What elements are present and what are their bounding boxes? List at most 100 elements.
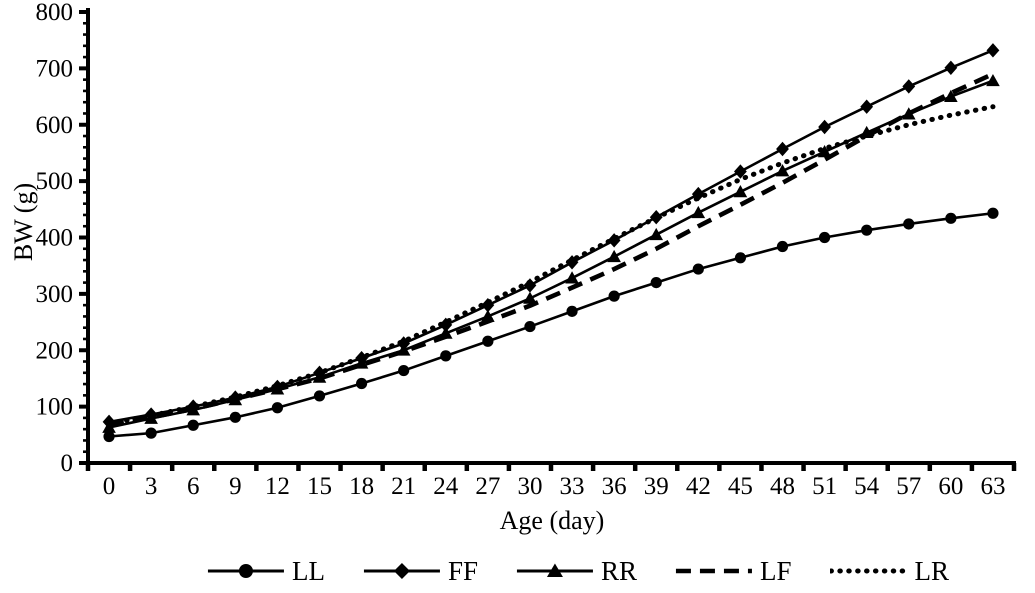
marker-circle-LL xyxy=(524,320,536,333)
marker-circle-LL xyxy=(650,277,662,289)
legend-label-lf: LF xyxy=(760,556,792,586)
marker-diamond-FF xyxy=(355,350,368,366)
x-tick-label: 6 xyxy=(187,473,200,500)
legend-item-ff: FF xyxy=(363,556,478,586)
x-tick-label: 33 xyxy=(560,473,585,500)
x-tick-label: 36 xyxy=(602,473,627,500)
marker-triangle-RR xyxy=(649,227,664,241)
y-tick-label: 0 xyxy=(61,450,74,477)
y-tick-label: 100 xyxy=(36,394,74,421)
legend-swatch-dotted-line-icon xyxy=(829,568,908,574)
legend-label-ff: FF xyxy=(447,556,478,586)
x-tick-label: 39 xyxy=(644,473,669,500)
x-tick-label: 3 xyxy=(145,473,158,500)
series-line-LL xyxy=(108,211,994,438)
marker-circle-LL xyxy=(818,231,831,244)
legend-swatch-dashed-line-icon xyxy=(676,568,753,574)
marker-circle-LL xyxy=(734,252,747,264)
series-line-LF xyxy=(108,71,994,427)
marker-diamond-FF xyxy=(986,43,1000,58)
x-tick-label: 57 xyxy=(896,473,921,500)
legend-swatch-diamond-icon xyxy=(363,563,440,579)
marker-triangle-RR xyxy=(481,309,495,322)
x-tick-label: 60 xyxy=(938,473,963,500)
legend-item-ll: LL xyxy=(207,556,325,586)
x-tick-label: 51 xyxy=(812,473,837,500)
x-tick-label: 9 xyxy=(229,473,242,500)
series-line-LR xyxy=(106,104,996,427)
marker-diamond-FF xyxy=(565,255,579,270)
y-tick-label: 300 xyxy=(36,281,74,308)
marker-diamond-FF xyxy=(186,399,200,414)
x-tick-label: 24 xyxy=(433,473,459,500)
marker-circle-LL xyxy=(313,390,326,402)
marker-triangle-RR xyxy=(901,107,916,120)
x-tick-label: 0 xyxy=(103,473,116,500)
marker-diamond-FF xyxy=(776,141,789,157)
y-tick-label: 400 xyxy=(36,225,74,252)
marker-diamond-FF xyxy=(102,414,116,430)
y-tick-label: 200 xyxy=(36,337,74,364)
marker-circle-LL xyxy=(187,419,199,431)
series-line-RR xyxy=(108,79,994,429)
x-tick-label: 63 xyxy=(980,473,1005,500)
marker-diamond-FF xyxy=(649,210,663,225)
marker-circle-LL xyxy=(776,240,789,253)
marker-diamond-FF xyxy=(397,336,411,351)
marker-circle-LL xyxy=(229,411,241,423)
x-tick-label: 48 xyxy=(770,473,795,500)
marker-diamond-FF xyxy=(691,186,705,202)
marker-circle-LL xyxy=(945,212,957,224)
marker-circle-LL xyxy=(482,335,494,347)
marker-diamond-FF xyxy=(144,407,158,422)
legend-swatch-triangle-icon xyxy=(516,563,593,577)
legend-label-lr: LR xyxy=(914,556,950,586)
marker-circle-LL xyxy=(145,427,157,439)
marker-diamond-FF xyxy=(818,119,831,135)
x-tick-label: 45 xyxy=(728,473,753,500)
y-tick-label: 700 xyxy=(36,55,74,82)
y-axis-title: BW (g) xyxy=(9,182,38,262)
legend-label-ll: LL xyxy=(291,556,325,586)
legend-marker-diamond-icon xyxy=(393,563,410,579)
marker-circle-LL xyxy=(103,430,115,443)
marker-triangle-RR xyxy=(691,205,706,219)
marker-diamond-FF xyxy=(734,164,747,179)
marker-diamond-FF xyxy=(944,60,958,76)
marker-circle-LL xyxy=(987,207,999,219)
marker-triangle-RR xyxy=(859,125,874,139)
marker-triangle-RR xyxy=(944,89,958,102)
marker-circle-LL xyxy=(398,364,410,377)
marker-circle-LL xyxy=(566,305,578,317)
x-tick-label: 18 xyxy=(349,473,374,500)
series-line-FF xyxy=(108,49,994,424)
marker-triangle-RR xyxy=(986,73,1000,87)
marker-triangle-RR xyxy=(817,145,832,158)
x-tick-label: 27 xyxy=(475,473,500,500)
marker-diamond-FF xyxy=(523,278,537,293)
legend-item-rr: RR xyxy=(516,556,637,586)
marker-diamond-FF xyxy=(860,99,874,114)
legend-marker-triangle-icon xyxy=(546,563,563,577)
marker-circle-LL xyxy=(608,290,620,302)
x-tick-label: 12 xyxy=(265,473,290,500)
marker-circle-LL xyxy=(271,402,284,414)
marker-circle-LL xyxy=(692,263,704,275)
y-tick-label: 800 xyxy=(36,0,74,26)
legend-item-lf: LF xyxy=(675,556,792,586)
x-tick-label: 54 xyxy=(854,473,880,500)
x-tick-label: 30 xyxy=(517,473,542,500)
x-axis-title: Age (day) xyxy=(499,506,605,535)
marker-diamond-FF xyxy=(481,297,495,313)
x-tick-label: 15 xyxy=(307,473,332,500)
marker-triangle-RR xyxy=(775,164,790,177)
marker-diamond-FF xyxy=(902,79,916,94)
marker-triangle-RR xyxy=(523,291,537,304)
legend-item-lr: LR xyxy=(829,556,950,586)
marker-diamond-FF xyxy=(228,390,242,405)
marker-circle-LL xyxy=(861,224,873,236)
marker-diamond-FF xyxy=(271,379,284,395)
legend-swatch-circle-icon xyxy=(207,564,284,578)
